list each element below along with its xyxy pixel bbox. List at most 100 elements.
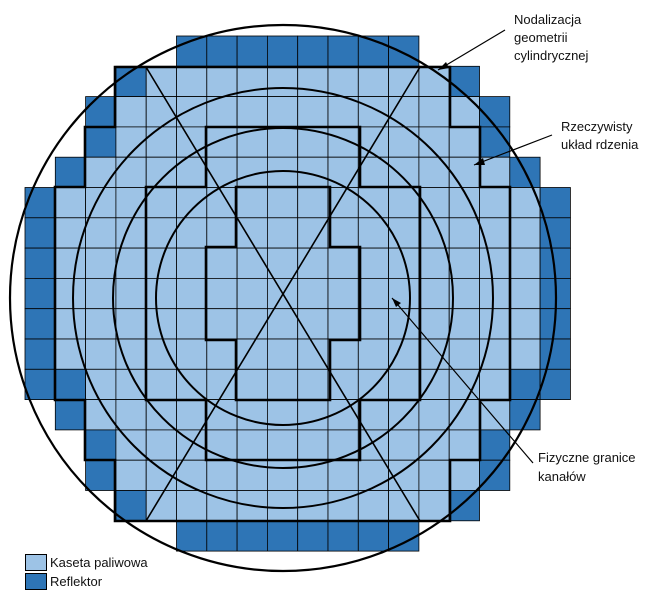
fuel-assembly-cell [236,187,268,219]
legend-item-fuel: Kaseta paliwowa [25,553,148,572]
fuel-assembly-cell [115,338,147,370]
reflector-cell [357,520,389,552]
fuel-assembly-cell [115,96,147,128]
channel-boundary-inner [204,185,362,402]
reflector-cell [24,308,56,340]
fuel-swatch [25,554,47,571]
fuel-assembly-cell [418,277,450,310]
fuel-assembly-cell [357,247,389,279]
fuel-assembly-cell [176,338,208,370]
label-nodalization-3: cylindrycznej [514,48,589,63]
reflector-cell [539,368,571,400]
fuel-assembly-cell [357,96,389,128]
leader-real-core [473,134,553,166]
fuel-assembly-cell [357,308,389,340]
fuel-assembly-cell [54,308,86,340]
fuel-assembly-cell [388,368,420,400]
fuel-assembly-cell [388,399,420,431]
reflector-cell [176,520,208,552]
fuel-assembly-cell [388,429,420,461]
fuel-assembly-cell [54,187,86,219]
reflector-cell [327,520,359,552]
fuel-assembly-cell [388,187,420,219]
reflector-cell [85,126,117,158]
fuel-assembly-cell [357,277,389,310]
fuel-assembly-cell [266,65,299,98]
fuel-assembly-cell [388,277,420,310]
fuel-assembly-cell [266,126,299,158]
fuel-assembly-cell [145,277,177,310]
fuel-assembly-cell [206,126,238,158]
fuel-assembly-cell [357,126,389,158]
diagonal-line-2 [145,66,421,522]
fuel-assembly-cell [448,338,480,370]
fuel-assembly-cell [236,429,268,461]
fuel-assembly-cell [357,187,389,219]
fuel-assembly-cell [509,308,541,340]
fuel-assembly-cell [357,490,389,522]
leader-nodalization-arrow [438,62,449,70]
ring-circle-1 [155,170,411,426]
legend-item-reflector: Reflektor [25,572,148,591]
fuel-assembly-cell [418,459,450,491]
fuel-assembly-cell [297,368,329,400]
fuel-assembly-cell [145,126,177,158]
fuel-assembly-cell [115,308,147,340]
leader-channels-arrow [392,298,401,307]
reflector-cell [448,490,480,522]
label-real-core-1: Rzeczywisty [561,119,633,134]
fuel-assembly-cell [266,96,299,128]
label-nodalization-1: Nodalizacja [514,12,582,27]
fuel-assembly-cell [479,247,511,279]
fuel-assembly-cell [327,156,359,188]
fuel-assembly-cell [448,217,480,249]
fuel-assembly-cell [448,96,480,128]
fuel-assembly-cell [418,399,450,431]
fuel-assembly-cell [418,308,450,340]
channel-boundary-middle [144,125,422,462]
reflector-swatch [25,573,47,590]
fuel-assembly-cell [115,277,147,310]
channel-boundary-outer [53,65,512,523]
fuel-assembly-cell [327,459,359,491]
fuel-assembly-cell [509,338,541,370]
reflector-cell [539,338,571,370]
fuel-assembly-cell [145,156,177,188]
fuel-assembly-cell [236,277,268,310]
core-overlay [8,23,558,573]
fuel-assembly-cell [266,187,299,219]
fuel-assembly-cell [145,429,177,461]
ring-circle-3 [72,87,494,509]
fuel-assembly-cell [266,368,299,400]
reflector-cell [236,520,268,552]
reflector-cell [54,368,86,400]
fuel-assembly-cell [266,429,299,461]
leader-channels [391,297,534,464]
fuel-assembly-cell [206,338,238,370]
label-channels-2: kanałów [538,469,586,484]
fuel-assembly-cell [206,429,238,461]
fuel-assembly-cell [176,459,208,491]
reflector-cell [448,65,480,98]
fuel-assembly-cell [448,429,480,461]
reflector-cell [206,35,238,67]
fuel-assembly-cell [479,277,511,310]
reflector-cell [509,368,541,400]
fuel-assembly-cell [115,399,147,431]
fuel-assembly-cell [176,490,208,522]
fuel-assembly-cell [327,429,359,461]
reflector-cell [479,429,511,461]
fuel-assembly-cell [357,338,389,370]
fuel-assembly-cell [479,187,511,219]
fuel-assembly-cell [509,247,541,279]
fuel-assembly-cell [388,338,420,370]
reflector-cell [266,520,299,552]
fuel-assembly-cell [509,277,541,310]
label-nodalization-2: geometrii [514,30,568,45]
fuel-assembly-cell [327,338,359,370]
fuel-assembly-cell [54,277,86,310]
fuel-assembly-cell [145,338,177,370]
fuel-assembly-cell [236,247,268,279]
fuel-assembly-cell [266,308,299,340]
